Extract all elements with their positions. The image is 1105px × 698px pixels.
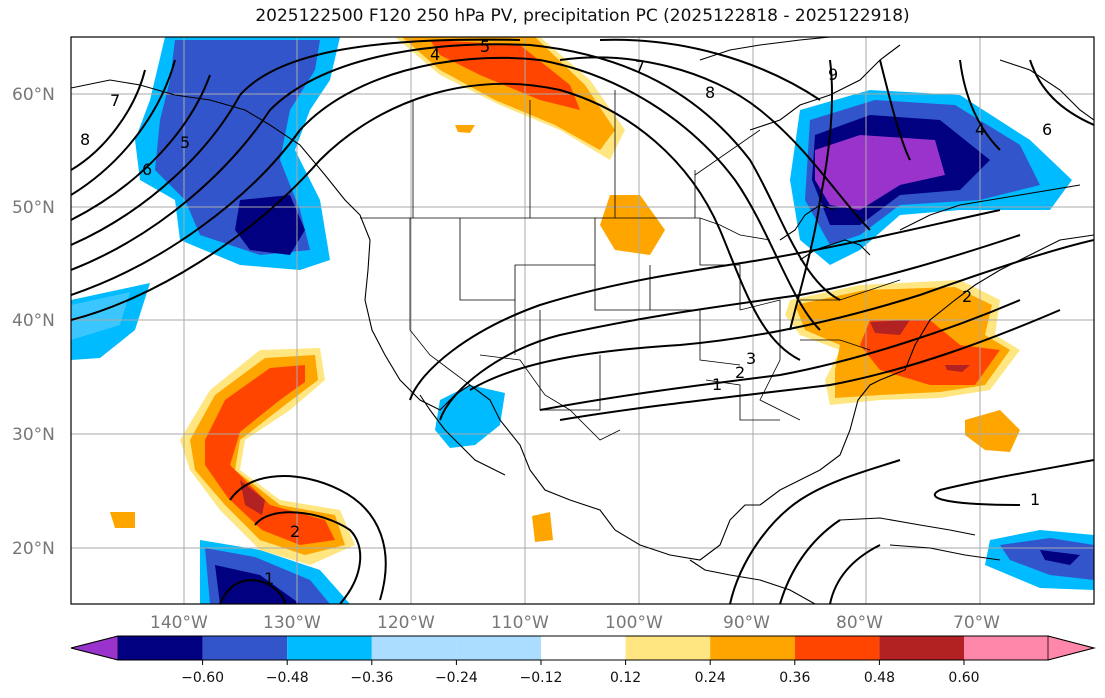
lon-label: 70°W bbox=[953, 613, 1000, 633]
colorbar-segment bbox=[541, 636, 626, 660]
lon-label: 100°W bbox=[605, 613, 663, 633]
colorbar-segment bbox=[371, 636, 457, 660]
colorbar-segment bbox=[879, 636, 964, 660]
colorbar-tick-labels: −0.60 −0.48 −0.36 −0.24 −0.12 0.12 0.24 … bbox=[181, 670, 979, 686]
lon-label: 140°W bbox=[150, 613, 208, 633]
contour-label: 9 bbox=[828, 65, 838, 84]
colorbar-tick-label: −0.12 bbox=[520, 670, 563, 686]
colorbar-segment bbox=[1047, 635, 1096, 661]
colorbar-tick-label: −0.60 bbox=[181, 670, 224, 686]
contour-label: 5 bbox=[180, 133, 190, 152]
lon-label: 120°W bbox=[377, 613, 435, 633]
lat-label: 20°N bbox=[12, 539, 55, 559]
colorbar-segment bbox=[456, 636, 541, 660]
contour-label: 4 bbox=[975, 120, 985, 139]
contour-label: 8 bbox=[80, 130, 90, 149]
contour-label: 7 bbox=[635, 57, 645, 76]
colorbar-segment bbox=[794, 636, 880, 660]
contour-label: 7 bbox=[110, 91, 120, 110]
colorbar-segment bbox=[70, 635, 119, 661]
lon-label: 80°W bbox=[836, 613, 883, 633]
contour-label: 1 bbox=[264, 569, 274, 588]
pv-contours bbox=[71, 38, 1094, 604]
colorbar-tick-label: 0.24 bbox=[695, 670, 726, 686]
borders bbox=[360, 90, 901, 441]
contour-label: 6 bbox=[142, 160, 152, 179]
colorbar-segment bbox=[287, 636, 372, 660]
colorbar-segment bbox=[202, 636, 288, 660]
lat-label: 40°N bbox=[12, 311, 55, 331]
contour-label: 2 bbox=[962, 287, 972, 306]
map-title: 2025122500 F120 250 hPa PV, precipitatio… bbox=[255, 6, 910, 26]
colorbar-segment bbox=[964, 636, 1048, 660]
latitude-labels: 60°N 50°N 40°N 30°N 20°N bbox=[12, 85, 55, 559]
coastlines bbox=[71, 37, 1094, 604]
colorbar-tick-label: 0.12 bbox=[610, 670, 641, 686]
contour-label: 1 bbox=[1030, 490, 1040, 509]
colorbar-tick-label: 0.36 bbox=[779, 670, 810, 686]
contour-label: 3 bbox=[746, 349, 756, 368]
colorbar-segment bbox=[710, 636, 795, 660]
contour-label: 8 bbox=[705, 83, 715, 102]
lon-label: 90°W bbox=[723, 613, 770, 633]
lon-label: 130°W bbox=[263, 613, 321, 633]
colorbar-segment bbox=[118, 636, 203, 660]
pv-contour-labels: 1 2 3 4 5 6 7 8 9 1 2 4 5 6 7 8 1 2 bbox=[80, 37, 1052, 588]
contour-label: 6 bbox=[1042, 120, 1052, 139]
colorbar-segment bbox=[625, 636, 711, 660]
contour-label: 4 bbox=[430, 45, 440, 64]
colorbar-tick-label: 0.60 bbox=[948, 670, 979, 686]
contour-label: 2 bbox=[290, 522, 300, 541]
colorbar-tick-label: −0.24 bbox=[435, 670, 478, 686]
colorbar-ticks bbox=[202, 660, 965, 665]
contour-label: 1 bbox=[712, 375, 722, 394]
lat-label: 30°N bbox=[12, 425, 55, 445]
longitude-labels: 140°W 130°W 120°W 110°W 100°W 90°W 80°W … bbox=[150, 613, 1000, 633]
map-frame bbox=[70, 36, 1095, 605]
colorbar: −0.60 −0.48 −0.36 −0.24 −0.12 0.12 0.24 … bbox=[70, 635, 1096, 686]
contour-label: 2 bbox=[735, 363, 745, 382]
colorbar-tick-label: −0.36 bbox=[350, 670, 393, 686]
colorbar-tick-label: −0.48 bbox=[266, 670, 309, 686]
lat-label: 60°N bbox=[12, 85, 55, 105]
contour-label: 5 bbox=[480, 37, 490, 56]
lon-label: 110°W bbox=[491, 613, 549, 633]
lat-label: 50°N bbox=[12, 198, 55, 218]
colorbar-tick-label: 0.48 bbox=[864, 670, 895, 686]
